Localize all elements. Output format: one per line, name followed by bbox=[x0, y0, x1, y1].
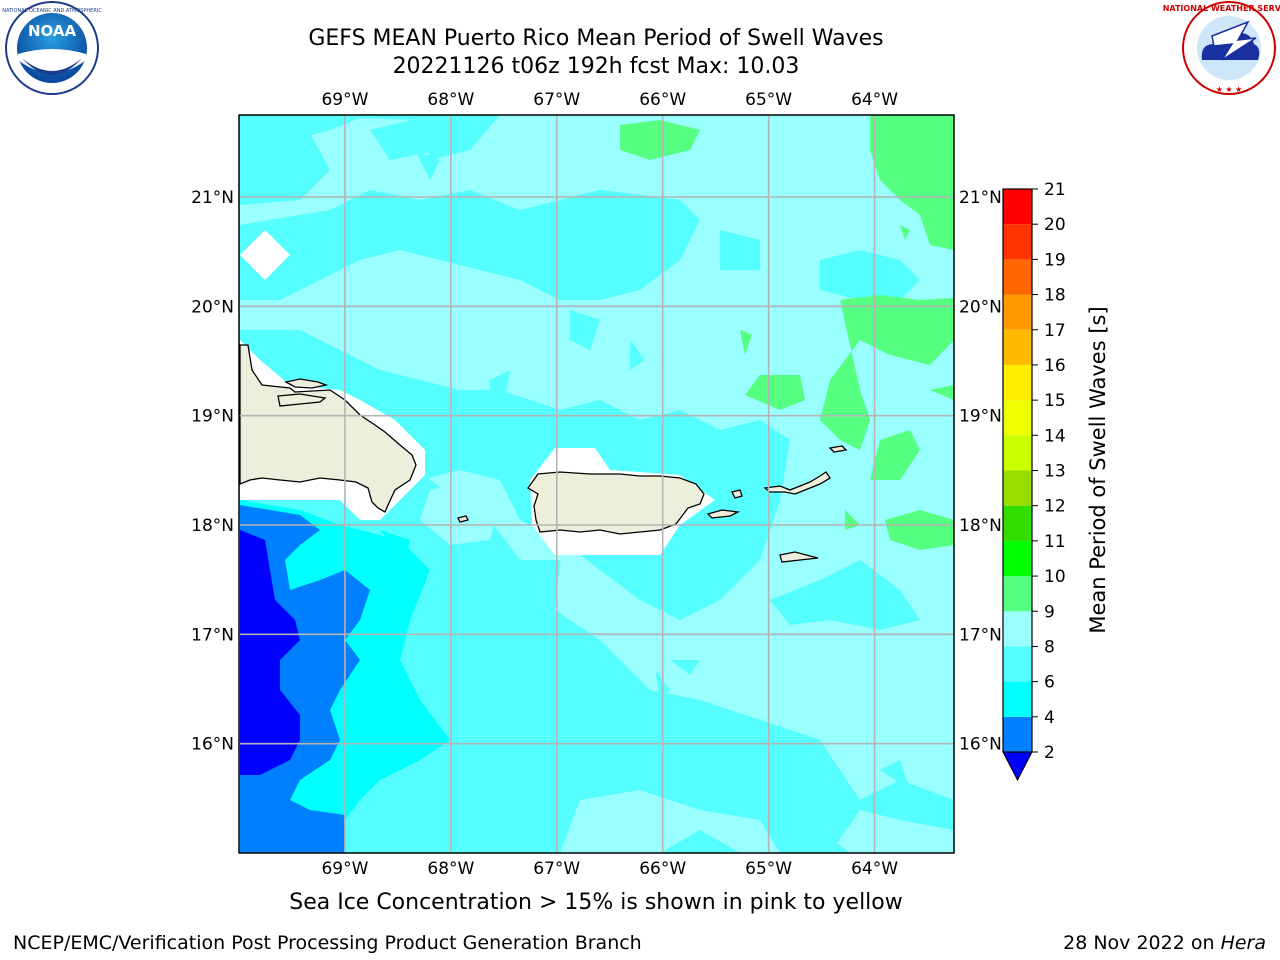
colorbar-tick-label: 2 bbox=[1044, 743, 1055, 763]
colorbar-tick-label: 4 bbox=[1044, 708, 1055, 728]
colorbar-tick-label: 12 bbox=[1044, 497, 1066, 517]
colorbar-segment bbox=[1003, 329, 1032, 365]
saint-croix-island bbox=[779, 551, 819, 563]
svg-text:NOAA: NOAA bbox=[28, 22, 77, 40]
colorbar-tick-label: 21 bbox=[1044, 180, 1066, 200]
swell-period-field bbox=[239, 115, 954, 853]
land bbox=[239, 344, 848, 563]
anguilla-island bbox=[828, 445, 848, 453]
machine-name: Hera bbox=[1220, 932, 1266, 954]
plot-frame bbox=[238, 114, 955, 854]
lat-tick-label-right: 19°N bbox=[959, 407, 1002, 427]
colorbar-segment bbox=[1003, 505, 1032, 541]
lat-tick-label-left: 19°N bbox=[191, 407, 234, 427]
colorbar-segment bbox=[1003, 576, 1032, 612]
colorbar-segment bbox=[1003, 259, 1032, 295]
lat-tick-label-right: 17°N bbox=[959, 625, 1002, 645]
culebra-island bbox=[731, 489, 743, 499]
colorbar-segment bbox=[1003, 189, 1032, 225]
vieques-island bbox=[706, 509, 741, 519]
svg-text:NATIONAL WEATHER SERVICE: NATIONAL WEATHER SERVICE bbox=[1163, 4, 1280, 13]
colorbar-tick-label: 20 bbox=[1044, 215, 1066, 235]
puerto-rico bbox=[527, 471, 705, 535]
colorbar-tick-label: 10 bbox=[1044, 567, 1066, 587]
lat-tick-label-left: 20°N bbox=[191, 297, 234, 317]
lon-tick-label-bottom: 65°W bbox=[745, 859, 792, 879]
colorbar-segment bbox=[1003, 646, 1032, 682]
graticule bbox=[239, 115, 954, 853]
colorbar-tick-label: 11 bbox=[1044, 532, 1066, 552]
band-9-10s bbox=[560, 115, 954, 550]
date-stamp: 28 Nov 2022 on Hera bbox=[1063, 932, 1266, 954]
colorbar-extend-min bbox=[1002, 751, 1033, 782]
colorbar-segment bbox=[1003, 470, 1032, 506]
page-title: GEFS MEAN Puerto Rico Mean Period of Swe… bbox=[308, 26, 884, 51]
lon-tick-label-bottom: 69°W bbox=[321, 859, 368, 879]
colorbar-label: Mean Period of Swell Waves [s] bbox=[1086, 306, 1110, 633]
svg-text:NATIONAL OCEANIC AND ATMOSPHER: NATIONAL OCEANIC AND ATMOSPHERIC bbox=[2, 8, 102, 14]
colorbar: 2 4 6 8 9 10 11 12 13 14 15 16 17 18 19 20 21 bbox=[1002, 180, 1066, 782]
lat-tick-label-right: 20°N bbox=[959, 297, 1002, 317]
lon-tick-label-bottom: 68°W bbox=[427, 859, 474, 879]
noaa-logo: NOAA NATIONAL OCEANIC AND ATMOSPHERIC bbox=[2, 1, 102, 95]
lon-tick-label-bottom: 66°W bbox=[639, 859, 686, 879]
colorbar-tick-label: 18 bbox=[1044, 286, 1066, 306]
nws-logo: ★ ★ ★ NATIONAL WEATHER SERVICE bbox=[1163, 1, 1280, 95]
lat-tick-label-left: 21°N bbox=[191, 188, 234, 208]
lon-tick-label-bottom: 67°W bbox=[533, 859, 580, 879]
colorbar-segment bbox=[1003, 435, 1032, 471]
mona-island bbox=[457, 515, 469, 523]
colorbar-segment bbox=[1003, 224, 1032, 260]
sea-ice-note: Sea Ice Concentration > 15% is shown in … bbox=[289, 890, 903, 915]
page-subtitle: 20221126 t06z 192h fcst Max: 10.03 bbox=[392, 54, 800, 79]
colorbar-segment bbox=[1003, 364, 1032, 401]
colorbar-tick-label: 14 bbox=[1044, 426, 1066, 446]
colorbar-segment bbox=[1003, 294, 1032, 330]
colorbar-segment bbox=[1003, 400, 1032, 436]
lat-tick-label-left: 16°N bbox=[191, 735, 234, 755]
gonave-island bbox=[277, 393, 327, 407]
lon-tick-label-top: 68°W bbox=[427, 90, 474, 110]
lon-labels-bottom: 69°W 68°W 67°W 66°W 65°W 64°W bbox=[321, 859, 898, 879]
colorbar-tick-label: 8 bbox=[1044, 637, 1055, 657]
lat-tick-label-left: 17°N bbox=[191, 625, 234, 645]
colorbar-tick-label: 17 bbox=[1044, 321, 1066, 341]
colorbar-tick-label: 15 bbox=[1044, 391, 1066, 411]
colorbar-tick-label: 16 bbox=[1044, 356, 1066, 376]
lat-tick-label-right: 18°N bbox=[959, 516, 1002, 536]
lat-labels-right: 21°N 20°N 19°N 18°N 17°N 16°N bbox=[959, 188, 1002, 755]
lon-tick-label-top: 66°W bbox=[639, 90, 686, 110]
colorbar-segment bbox=[1003, 540, 1032, 577]
branch-credit: NCEP/EMC/Verification Post Processing Pr… bbox=[13, 932, 642, 954]
lat-tick-label-right: 21°N bbox=[959, 188, 1002, 208]
lat-tick-label-left: 18°N bbox=[191, 516, 234, 536]
virgin-islands bbox=[763, 471, 831, 495]
lat-labels-left: 21°N 20°N 19°N 18°N 17°N 16°N bbox=[191, 188, 234, 755]
colorbar-segment bbox=[1003, 681, 1032, 717]
lon-tick-label-top: 67°W bbox=[533, 90, 580, 110]
colorbar-segment bbox=[1003, 716, 1032, 752]
date-text: 28 Nov 2022 on bbox=[1063, 932, 1215, 954]
band-under-2s bbox=[240, 530, 300, 775]
tortuga-island bbox=[284, 378, 329, 389]
colorbar-tick-label: 19 bbox=[1044, 250, 1066, 270]
lon-tick-label-top: 64°W bbox=[851, 90, 898, 110]
hispaniola bbox=[239, 344, 417, 513]
colorbar-tick-label: 13 bbox=[1044, 462, 1066, 482]
lon-labels-top: 69°W 68°W 67°W 66°W 65°W 64°W bbox=[321, 90, 898, 110]
svg-text:★ ★ ★: ★ ★ ★ bbox=[1216, 85, 1243, 94]
lat-tick-label-right: 16°N bbox=[959, 735, 1002, 755]
lon-tick-label-bottom: 64°W bbox=[851, 859, 898, 879]
colorbar-segment bbox=[1003, 611, 1032, 647]
lon-tick-label-top: 69°W bbox=[321, 90, 368, 110]
lon-tick-label-top: 65°W bbox=[745, 90, 792, 110]
colorbar-tick-label: 6 bbox=[1044, 673, 1055, 693]
colorbar-tick-label: 9 bbox=[1044, 602, 1055, 622]
